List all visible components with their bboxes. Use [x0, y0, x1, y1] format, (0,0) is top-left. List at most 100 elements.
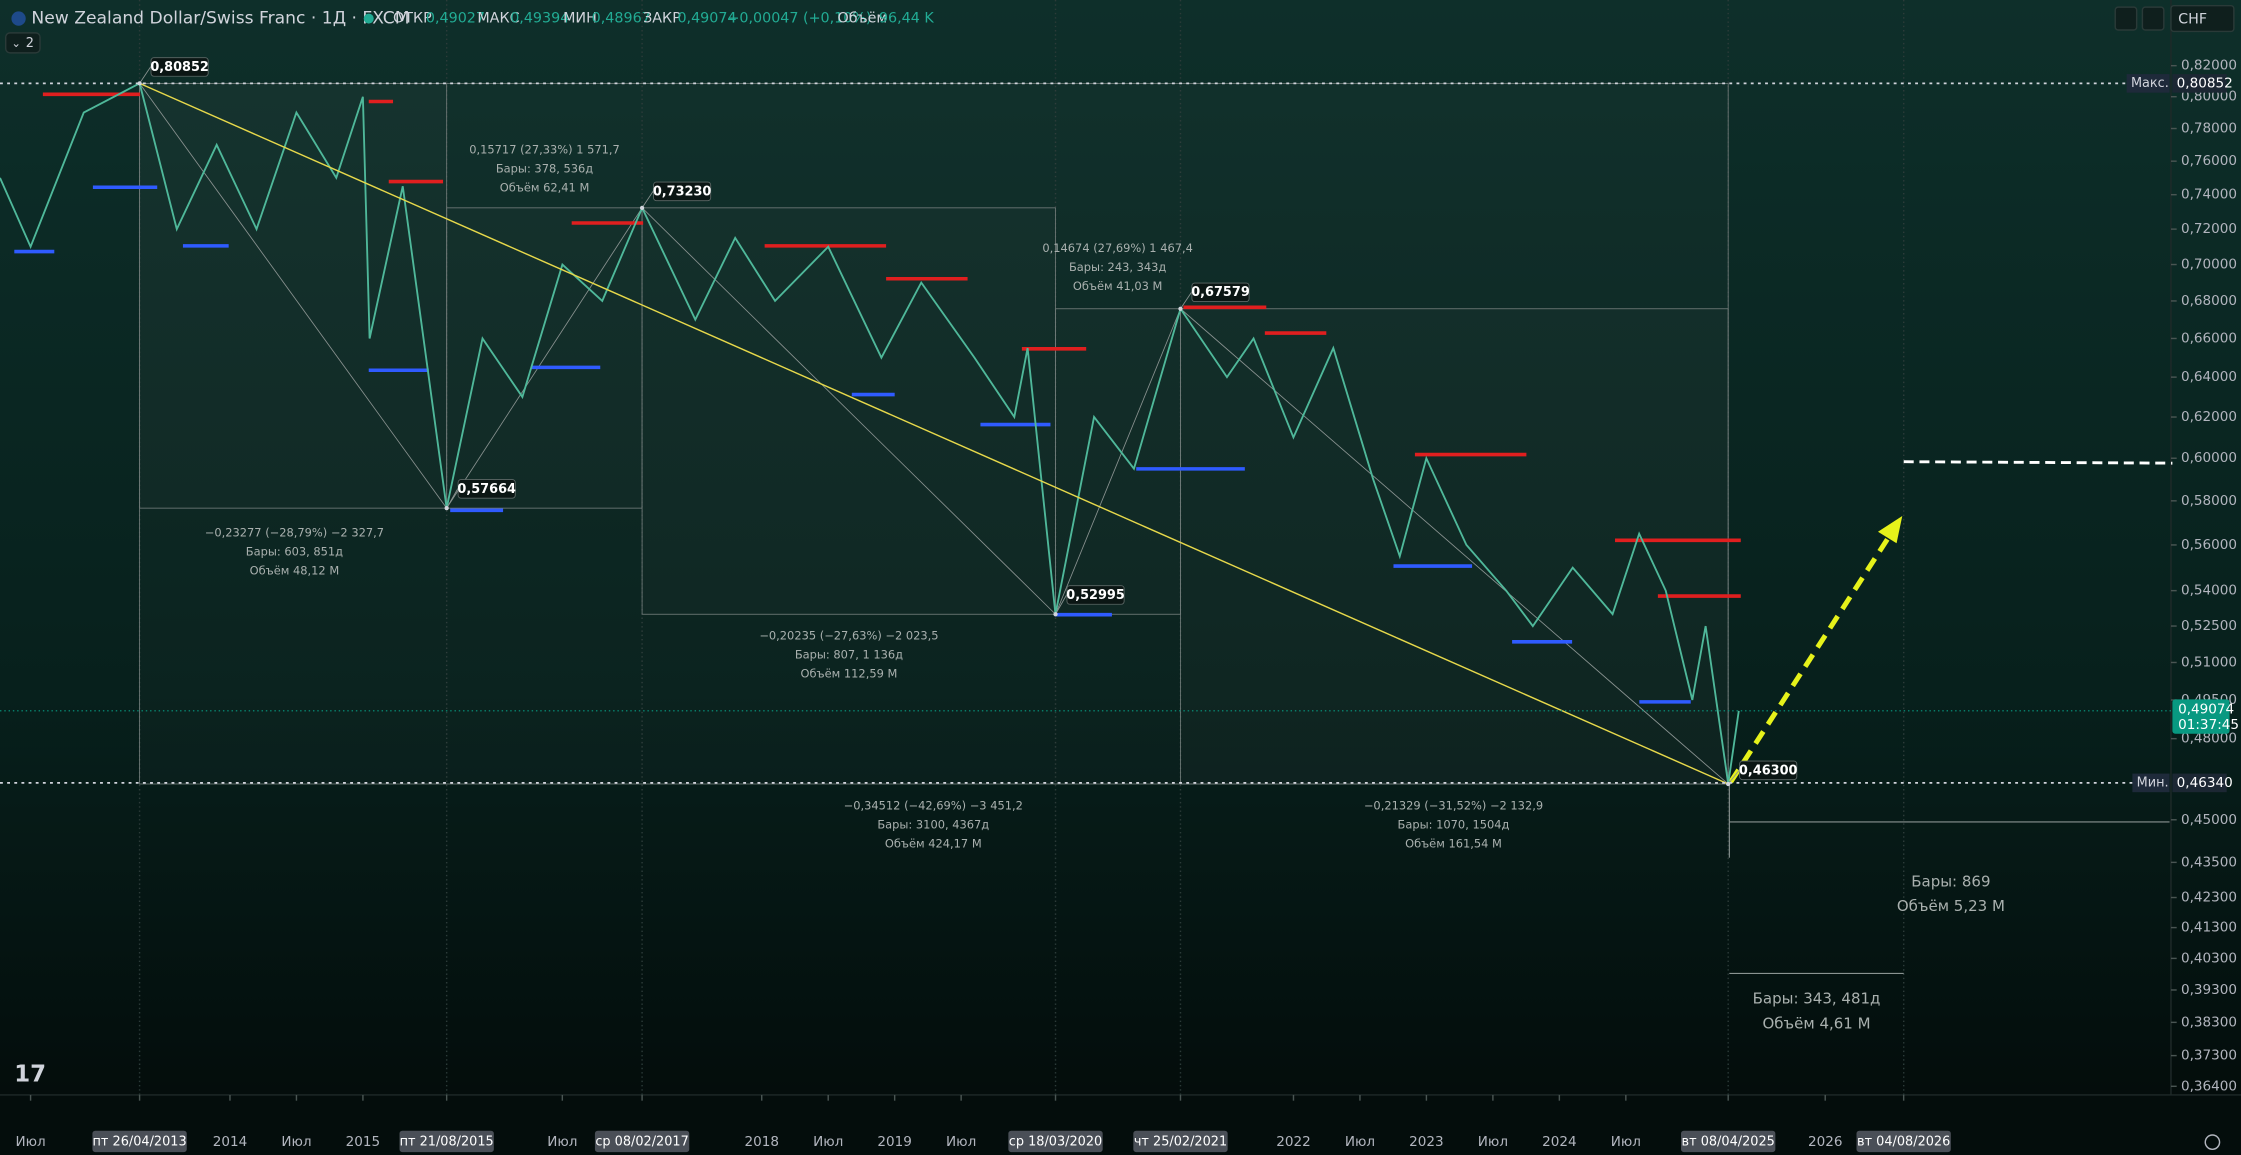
- measure-text: Бары: 869: [1911, 872, 1990, 890]
- pivot-label: 0,52995: [1066, 588, 1125, 603]
- pivot-point: [1726, 781, 1731, 787]
- pivot-label-box: [653, 181, 712, 202]
- y-tick-label: 0,51000: [2181, 654, 2237, 670]
- x-tick-highlight: [1856, 1130, 1951, 1153]
- pivot-label: 0,46300: [1739, 763, 1798, 778]
- y-tick-label: 0,39300: [2181, 982, 2237, 998]
- pivot-label-box: [150, 57, 209, 77]
- measure-text: 0,14674 (27,69%) 1 467,4: [1042, 241, 1193, 255]
- y-tick-label: 0,78000: [2181, 121, 2237, 137]
- y-tick-label: 0,41300: [2181, 920, 2237, 936]
- low-label: МИН: [563, 11, 597, 27]
- measure-diagonal: [446, 207, 643, 509]
- pivot-leader: [641, 190, 654, 209]
- pivot-point: [444, 506, 449, 511]
- measure-text: −0,21329 (−31,52%) −2 132,9: [1364, 799, 1543, 813]
- indicators-count[interactable]: 2: [26, 36, 34, 51]
- volume-label: Объём: [838, 11, 888, 27]
- x-tick-label-highlight: ср 18/03/2020: [1009, 1135, 1102, 1150]
- pivot-leader: [446, 487, 459, 509]
- y-tick-label: 0,54000: [2181, 583, 2237, 599]
- y-tick-label: 0,43500: [2181, 854, 2237, 870]
- x-tick-label: 2015: [346, 1134, 381, 1150]
- x-tick-label: 2019: [877, 1134, 912, 1150]
- volume-value: 96,44 K: [879, 11, 934, 27]
- open-value: 0,49027: [426, 11, 485, 27]
- pivot-label-box: [1739, 760, 1798, 781]
- level-lines: [14, 92, 1741, 704]
- y-tick-label: 0,64000: [2181, 369, 2237, 385]
- measure-text: Бары: 378, 536д: [496, 161, 593, 175]
- pivot-leader: [1727, 769, 1740, 785]
- measure-text: −0,34512 (−42,69%) −3 451,2: [844, 799, 1023, 813]
- x-tick-highlight: [92, 1130, 187, 1153]
- pivot-label: 0,57664: [457, 482, 516, 497]
- pivot-leader: [1055, 594, 1068, 615]
- indicators-toggle[interactable]: [5, 32, 41, 54]
- measure-text: Объём 112,59 M: [801, 666, 898, 680]
- refresh-button[interactable]: [2141, 6, 2165, 31]
- x-tick-highlight: [1681, 1130, 1776, 1153]
- trend-line: [139, 82, 1729, 785]
- pivot-leader: [139, 66, 152, 84]
- pivot-point: [1178, 306, 1183, 311]
- x-tick-highlight: [1008, 1130, 1103, 1153]
- x-tick-label: 2023: [1409, 1134, 1444, 1150]
- y-tick-label: 0,42300: [2181, 890, 2237, 906]
- measure-diagonal: [139, 83, 448, 509]
- measure-text: Бары: 603, 851д: [246, 545, 343, 559]
- currency-button[interactable]: [2170, 5, 2235, 33]
- y-tick-label: 0,68000: [2181, 293, 2237, 309]
- price-line: [0, 81, 1740, 785]
- y-tick-label: 0,82000: [2181, 58, 2237, 74]
- pivot-point: [1053, 612, 1058, 617]
- max-level-label: Макс.: [2131, 76, 2169, 91]
- x-tick-label: Июл: [15, 1134, 45, 1150]
- projection-arrow: [1728, 534, 1892, 784]
- settings-icon: [2204, 1134, 2221, 1150]
- x-tick-label: Июл: [813, 1134, 843, 1150]
- pivot-label: 0,73230: [653, 184, 712, 199]
- measure-text: Бары: 3100, 4367д: [877, 818, 989, 832]
- close-value: 0,49074: [677, 11, 736, 27]
- measure-text: Объём 4,61 M: [1762, 1014, 1870, 1032]
- close-label: ЗАКР: [643, 11, 681, 27]
- pivot-label-box: [1066, 585, 1125, 605]
- measure-text: Объём 5,23 M: [1897, 897, 2005, 915]
- currency-label[interactable]: CHF: [2178, 11, 2207, 27]
- y-tick-label: 0,38300: [2181, 1014, 2237, 1030]
- y-tick-label: 0,48000: [2181, 731, 2237, 747]
- x-tick-label: Июл: [281, 1134, 311, 1150]
- x-tick-label-highlight: ср 08/02/2017: [595, 1135, 688, 1150]
- max-level-value: 0,80852: [2177, 75, 2233, 91]
- pivot-leader: [1180, 291, 1193, 309]
- y-tick-label: 0,62000: [2181, 409, 2237, 425]
- x-tick-label: Июл: [1478, 1134, 1508, 1150]
- last-price-tag: [2172, 699, 2230, 734]
- x-tick-label: Июл: [1345, 1134, 1375, 1150]
- x-tick-highlight: [594, 1130, 690, 1153]
- x-tick-label: 2014: [213, 1134, 248, 1150]
- open-label: ОТКР: [393, 11, 432, 27]
- y-tick-label: 0,36400: [2181, 1078, 2237, 1094]
- x-tick-highlight: [1133, 1130, 1228, 1153]
- pivot-point: [137, 81, 142, 86]
- y-tick-label: 0,74000: [2181, 187, 2237, 203]
- x-tick-label-highlight: пт 26/04/2013: [93, 1135, 187, 1150]
- measure-text: 0,15717 (27,33%) 1 571,7: [469, 143, 620, 157]
- x-tick-label: 2018: [744, 1134, 779, 1150]
- high-label: МАКС: [477, 11, 519, 27]
- x-tick-label: Июл: [1611, 1134, 1641, 1150]
- min-level-value: 0,46340: [2177, 775, 2233, 791]
- logo: 17: [14, 1061, 46, 1087]
- arrow-head: [1877, 516, 1903, 544]
- max-level-tag: [2126, 74, 2170, 93]
- y-tick-label: 0,76000: [2181, 153, 2237, 169]
- download-button[interactable]: [2114, 6, 2138, 31]
- y-tick-label: 0,60000: [2181, 450, 2237, 466]
- projection-level: [1903, 460, 2173, 465]
- y-tick-label: 0,58000: [2181, 493, 2237, 509]
